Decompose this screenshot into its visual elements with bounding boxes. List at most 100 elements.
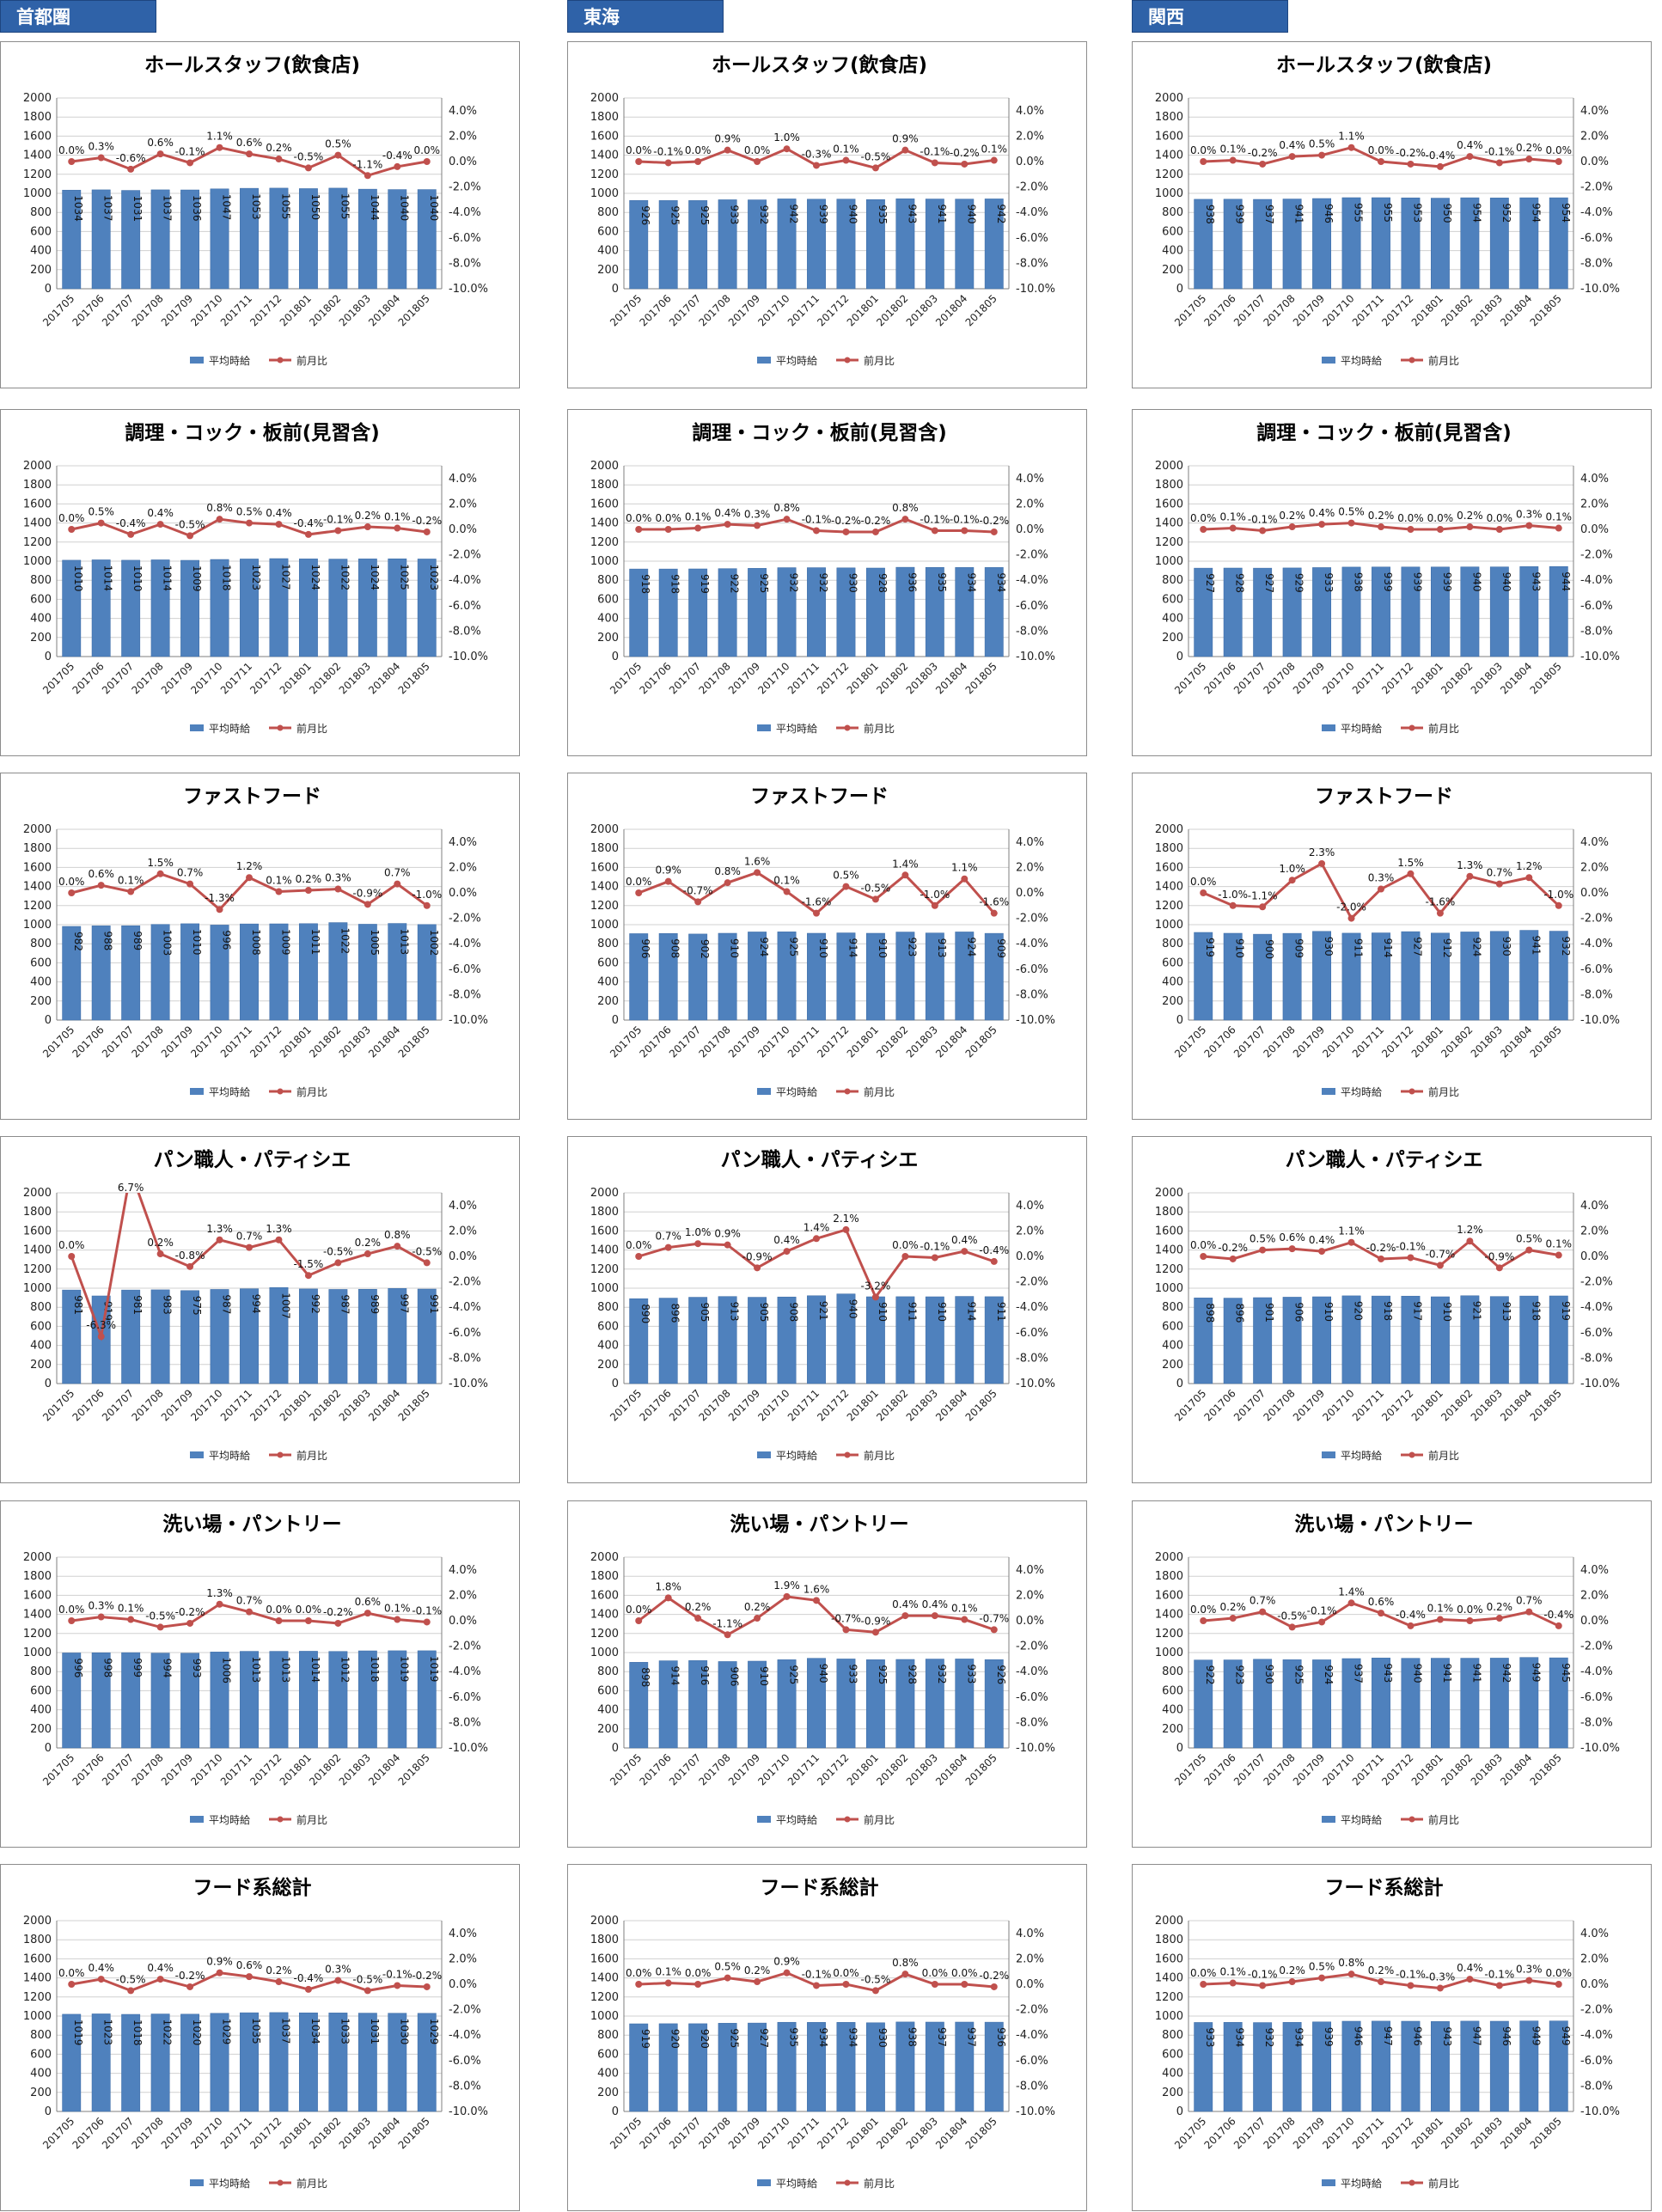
chart-title: フード系総計 bbox=[193, 1876, 312, 1899]
left-axis-tick-label: 1200 bbox=[590, 900, 619, 913]
bar-mark bbox=[1341, 2020, 1361, 2112]
left-axis-tick-label: 1600 bbox=[1155, 1589, 1183, 1602]
bar-value-label: 898 bbox=[639, 1667, 651, 1687]
x-axis-tick-label: 201712 bbox=[815, 1751, 851, 1787]
combo-chart: パン職人・パティシエ020040060080010001200140016001… bbox=[590, 1148, 1055, 1462]
bar-value-label: 937 bbox=[936, 2027, 948, 2047]
bar-value-label: 947 bbox=[1382, 2026, 1394, 2046]
right-axis-tick-label: 2.0% bbox=[449, 130, 477, 143]
right-axis-tick-label: 0.0% bbox=[1580, 887, 1609, 900]
bar-value-label: 1029 bbox=[221, 2019, 233, 2045]
x-axis-tick-label: 201805 bbox=[396, 1751, 432, 1787]
bar-mark bbox=[718, 199, 737, 290]
line-value-label: -1.1% bbox=[352, 158, 382, 170]
left-axis-tick-label: 800 bbox=[30, 2029, 52, 2042]
line-point bbox=[1495, 526, 1503, 533]
line-point bbox=[1407, 1982, 1415, 1989]
right-axis-tick-label: -6.0% bbox=[1016, 232, 1048, 245]
bar-mark bbox=[210, 188, 229, 290]
line-point bbox=[1229, 156, 1237, 164]
line-point bbox=[990, 909, 998, 917]
bar-value-label: 934 bbox=[1293, 2027, 1305, 2047]
right-axis-tick-label: 4.0% bbox=[449, 1564, 477, 1577]
x-axis-tick-label: 201706 bbox=[1202, 1751, 1238, 1787]
left-axis-tick-label: 1200 bbox=[1155, 536, 1183, 549]
left-axis-tick-label: 1200 bbox=[23, 536, 52, 549]
line-point bbox=[1347, 1599, 1355, 1607]
bar-mark bbox=[1282, 1297, 1302, 1384]
x-axis-tick-label: 201707 bbox=[1231, 1751, 1268, 1787]
line-value-label: -0.2% bbox=[412, 515, 442, 527]
line-point bbox=[813, 1982, 820, 1989]
legend-line-label: 前月比 bbox=[1428, 722, 1459, 735]
right-axis-tick-label: 0.0% bbox=[1016, 1250, 1044, 1263]
chart-title: ファストフード bbox=[750, 785, 889, 808]
x-axis-tick-label: 201707 bbox=[667, 660, 703, 696]
right-axis-tick-label: 4.0% bbox=[1580, 473, 1609, 486]
x-axis-tick-label: 201710 bbox=[755, 2115, 791, 2151]
bar-value-label: 994 bbox=[162, 1659, 174, 1678]
line-point bbox=[394, 1616, 401, 1623]
line-point bbox=[275, 1978, 283, 1986]
line-value-label: -0.5% bbox=[294, 150, 324, 162]
line-value-label: -0.1% bbox=[802, 1968, 832, 1980]
bar-mark bbox=[1401, 931, 1421, 1021]
bar-mark bbox=[1194, 1298, 1213, 1384]
x-axis-tick-label: 201709 bbox=[159, 1751, 195, 1787]
bar-value-label: 914 bbox=[669, 1666, 681, 1686]
x-axis-tick-label: 201803 bbox=[1469, 1024, 1505, 1060]
line-point bbox=[724, 1241, 731, 1249]
right-axis-tick-label: -4.0% bbox=[449, 2029, 481, 2042]
bar-mark bbox=[1489, 931, 1509, 1021]
x-axis-tick-label: 201804 bbox=[933, 660, 969, 696]
line-value-label: 0.4% bbox=[951, 1234, 978, 1246]
right-axis-tick-label: -8.0% bbox=[1580, 1352, 1613, 1365]
line-value-label: 0.0% bbox=[655, 512, 681, 524]
line-point bbox=[364, 1250, 371, 1258]
combo-chart: 調理・コック・板前(見習含)02004006008001000120014001… bbox=[23, 421, 488, 735]
bar-mark bbox=[1223, 2022, 1243, 2112]
line-value-label: 0.0% bbox=[1546, 144, 1573, 156]
bar-value-label: 1006 bbox=[221, 1657, 233, 1683]
chart-title: パン職人・パティシエ bbox=[154, 1148, 351, 1171]
bar-value-label: 1031 bbox=[131, 196, 144, 223]
bar-value-label: 911 bbox=[995, 1302, 1007, 1322]
left-axis-tick-label: 800 bbox=[597, 206, 619, 219]
left-axis-tick-label: 0 bbox=[1176, 1742, 1183, 1755]
line-point bbox=[961, 1616, 968, 1623]
line-point bbox=[754, 158, 761, 165]
bar-value-label: 940 bbox=[965, 205, 977, 224]
bar-mark bbox=[1282, 567, 1302, 657]
bar-value-label: 994 bbox=[250, 1294, 262, 1314]
bar-value-label: 1023 bbox=[428, 564, 440, 590]
left-axis-tick-label: 400 bbox=[1162, 613, 1183, 626]
combo-chart: パン職人・パティシエ020040060080010001200140016001… bbox=[23, 1148, 488, 1462]
bar-mark bbox=[836, 2022, 856, 2112]
left-axis-tick-label: 200 bbox=[1162, 264, 1183, 277]
x-axis-tick-label: 201711 bbox=[785, 1387, 822, 1423]
left-axis-tick-label: 800 bbox=[30, 574, 52, 587]
bar-value-label: 921 bbox=[1470, 1301, 1482, 1321]
bar-value-label: 924 bbox=[965, 937, 977, 956]
line-point bbox=[364, 1610, 371, 1617]
line-point bbox=[156, 1250, 164, 1258]
line-point bbox=[1407, 1622, 1415, 1629]
line-point bbox=[694, 158, 702, 165]
bar-value-label: 987 bbox=[221, 1294, 233, 1314]
line-point bbox=[186, 1619, 194, 1627]
x-axis-tick-label: 201712 bbox=[815, 660, 851, 696]
line-point bbox=[1407, 526, 1415, 533]
bar-value-label: 1002 bbox=[428, 930, 440, 956]
left-axis-tick-label: 200 bbox=[30, 264, 52, 277]
bar-value-label: 905 bbox=[699, 1303, 711, 1323]
bar-value-label: 934 bbox=[1234, 2027, 1246, 2047]
line-value-label: 0.0% bbox=[296, 1604, 322, 1616]
line-value-label: -1.6% bbox=[802, 896, 832, 908]
bar-mark bbox=[121, 2013, 141, 2112]
bar-value-label: 1012 bbox=[339, 1657, 351, 1683]
line-point bbox=[990, 528, 998, 535]
right-axis-tick-label: 0.0% bbox=[1016, 1615, 1044, 1628]
left-axis-tick-label: 2000 bbox=[590, 1187, 619, 1200]
line-value-label: -0.7% bbox=[683, 884, 713, 896]
x-axis-tick-label: 201804 bbox=[1498, 2115, 1534, 2151]
